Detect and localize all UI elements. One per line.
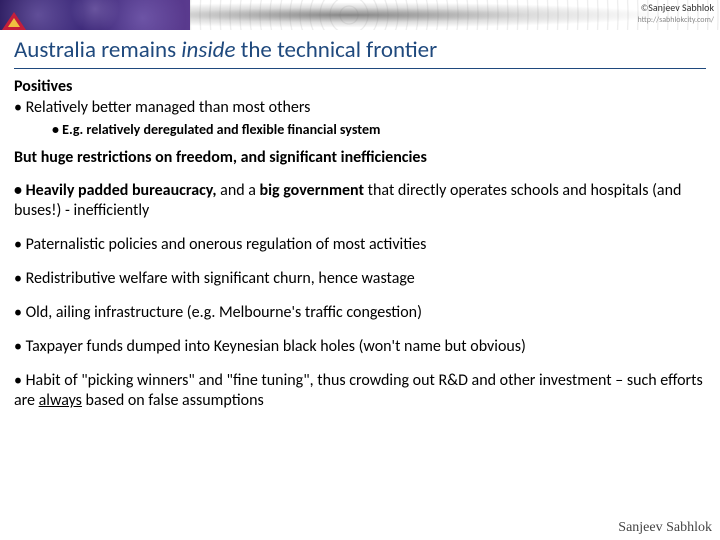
positives-bullet-1: • Relatively better managed than most ot… (14, 98, 706, 117)
author-name: Sanjeev Sabhlok (648, 1, 714, 14)
b1-bold-2: big government (260, 181, 365, 200)
b6-underline: always (39, 391, 82, 410)
restrictions-heading: But huge restrictions on freedom, and si… (14, 148, 706, 167)
title-pre: Australia remains (14, 36, 181, 64)
slide-content: Australia remains inside the technical f… (0, 30, 720, 411)
positives-heading: Positives (14, 77, 706, 96)
restrictions-bullet-1: • Heavily padded bureaucracy, and a big … (14, 181, 706, 221)
b6-post: based on false assumptions (82, 391, 264, 410)
author-url: http://sabhlokcity.com/ (638, 15, 714, 25)
footer-signature: Sanjeev Sabhlok (618, 520, 712, 536)
page-title: Australia remains inside the technical f… (14, 36, 706, 69)
logo-icon (2, 12, 26, 30)
banner-fractal-left (0, 0, 190, 30)
header-banner: ©Sanjeev Sabhlok http://sabhlokcity.com/ (0, 0, 720, 30)
restrictions-bullet-3: • Redistributive welfare with significan… (14, 269, 706, 289)
title-post: the technical frontier (235, 36, 437, 64)
restrictions-bullet-2: • Paternalistic policies and onerous reg… (14, 235, 706, 255)
attribution-block: ©Sanjeev Sabhlok http://sabhlokcity.com/ (638, 2, 714, 26)
title-italic: inside (181, 36, 235, 64)
b1-mid: and a (217, 181, 260, 200)
restrictions-bullet-4: • Old, ailing infrastructure (e.g. Melbo… (14, 303, 706, 323)
restrictions-bullet-6: • Habit of "picking winners" and "fine t… (14, 371, 706, 411)
b1-bold-1: • Heavily padded bureaucracy, (14, 181, 217, 200)
restrictions-bullet-5: • Taxpayer funds dumped into Keynesian b… (14, 337, 706, 357)
positives-sub-bullet-1: • E.g. relatively deregulated and flexib… (52, 121, 706, 138)
